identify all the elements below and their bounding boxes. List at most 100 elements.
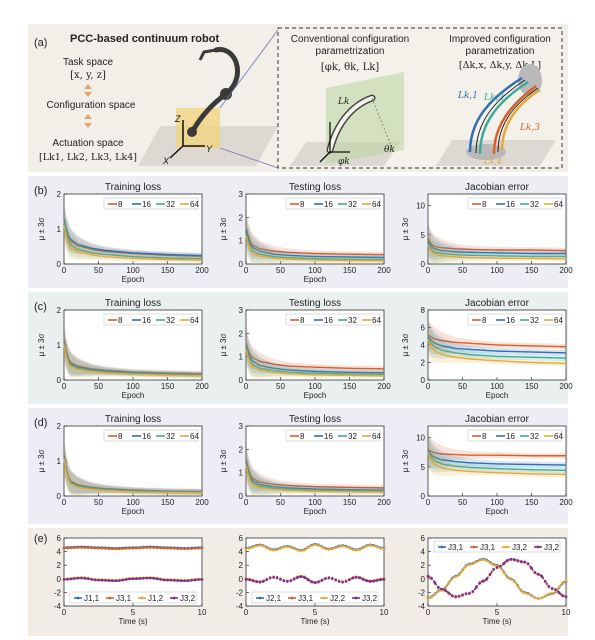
- series-marker: [62, 546, 66, 550]
- y-tick-label: -2: [418, 588, 426, 597]
- series-marker: [550, 587, 554, 590]
- y-tick-label: 0: [57, 492, 62, 501]
- series-marker: [457, 573, 461, 577]
- series-line: [245, 344, 385, 374]
- series-marker: [499, 564, 502, 568]
- y-tick-label: 0: [239, 575, 244, 584]
- series-marker: [358, 548, 362, 551]
- y-tick-label: 3: [239, 422, 244, 431]
- series-marker: [166, 546, 169, 550]
- legend-label: 64: [190, 432, 199, 441]
- y-tick-label: 2: [239, 561, 244, 570]
- chart-e-2: 0 5 10 -4 -2 0 2 4 6 Time (s) J3,1 J3,1 J3,2 J3,2: [418, 534, 571, 626]
- error-band: [246, 447, 384, 495]
- legend-label: 64: [190, 200, 199, 209]
- series-marker: [107, 547, 111, 550]
- series-marker: [197, 546, 200, 550]
- x-tick-label: 100: [126, 498, 140, 507]
- legend-label: 16: [506, 316, 515, 325]
- series-marker: [327, 576, 331, 580]
- axis-y-label: Y: [206, 144, 213, 154]
- series-marker: [193, 547, 197, 550]
- legend-label: 64: [372, 316, 381, 325]
- y-tick-label: 2: [239, 445, 244, 454]
- legend-box: [433, 540, 561, 553]
- series-marker: [100, 578, 104, 582]
- legend-label: 32: [166, 316, 175, 325]
- x-tick-label: 150: [161, 498, 175, 507]
- series-marker: [180, 547, 183, 551]
- series-marker: [537, 597, 540, 600]
- legend-marker: [504, 545, 508, 549]
- series-marker: [509, 557, 513, 561]
- series-marker: [200, 578, 204, 581]
- y-tick-label: 4: [421, 341, 426, 350]
- x-tick-label: 150: [343, 266, 357, 275]
- error-band: [64, 438, 202, 495]
- series-marker: [433, 581, 437, 584]
- row-label-d: (d): [34, 417, 47, 429]
- x-tick-label: 0: [244, 266, 249, 275]
- series-marker: [180, 579, 183, 583]
- series-marker: [348, 578, 351, 582]
- legend-label: 64: [372, 432, 381, 441]
- chart-title: Testing loss: [289, 414, 341, 425]
- error-band: [428, 436, 566, 474]
- series-marker: [272, 548, 275, 552]
- zoom-line: [219, 147, 279, 169]
- series-marker: [334, 546, 338, 550]
- error-band: [428, 322, 566, 361]
- series-marker: [265, 578, 269, 582]
- legend-label: J3,1: [448, 543, 464, 552]
- x-tick-label: 10: [380, 608, 389, 617]
- error-band: [246, 220, 384, 264]
- legend-marker: [140, 596, 144, 600]
- legend-box: [103, 197, 199, 210]
- series-marker: [286, 580, 289, 583]
- series-marker: [183, 579, 187, 583]
- chart-title: Training loss: [105, 298, 161, 309]
- series-marker: [557, 585, 561, 589]
- series-marker: [502, 571, 506, 574]
- series-marker: [97, 546, 100, 550]
- series-marker: [268, 548, 272, 551]
- error-band: [64, 210, 202, 263]
- legend-box: [103, 429, 199, 442]
- series-line: [63, 344, 203, 377]
- series-marker: [100, 546, 104, 550]
- series-marker: [169, 578, 173, 582]
- series-marker: [62, 578, 66, 581]
- series-marker: [258, 544, 262, 547]
- series-line: [427, 240, 566, 255]
- legend-marker: [322, 596, 326, 600]
- series-marker: [471, 562, 475, 566]
- legend-marker: [536, 545, 540, 549]
- legend-label: J3,1: [116, 594, 132, 603]
- legend-box: [467, 197, 563, 210]
- panel-a-label: (a): [34, 37, 47, 49]
- zoom-line: [219, 29, 279, 109]
- series-line: [427, 335, 567, 354]
- series-marker: [293, 577, 296, 581]
- series-marker: [450, 594, 454, 597]
- series-marker: [544, 594, 547, 598]
- x-axis-label: Time (s): [300, 617, 329, 626]
- series-marker: [145, 576, 149, 580]
- conventional-segment-inner: [328, 96, 374, 152]
- y-tick-label: 0: [239, 376, 244, 385]
- series-line: [427, 339, 567, 365]
- series-marker: [200, 546, 204, 550]
- improved-title-line2: parametrization: [466, 46, 535, 57]
- x-tick-label: 5: [313, 608, 318, 617]
- x-tick-label: 50: [94, 498, 103, 507]
- error-band: [428, 320, 566, 356]
- error-band: [246, 334, 384, 379]
- legend-marker: [472, 545, 476, 549]
- series-marker: [368, 544, 372, 547]
- series-marker: [313, 543, 317, 547]
- series-marker: [523, 591, 526, 595]
- series-marker: [310, 544, 313, 547]
- series-marker: [358, 576, 362, 580]
- series-marker: [337, 580, 341, 583]
